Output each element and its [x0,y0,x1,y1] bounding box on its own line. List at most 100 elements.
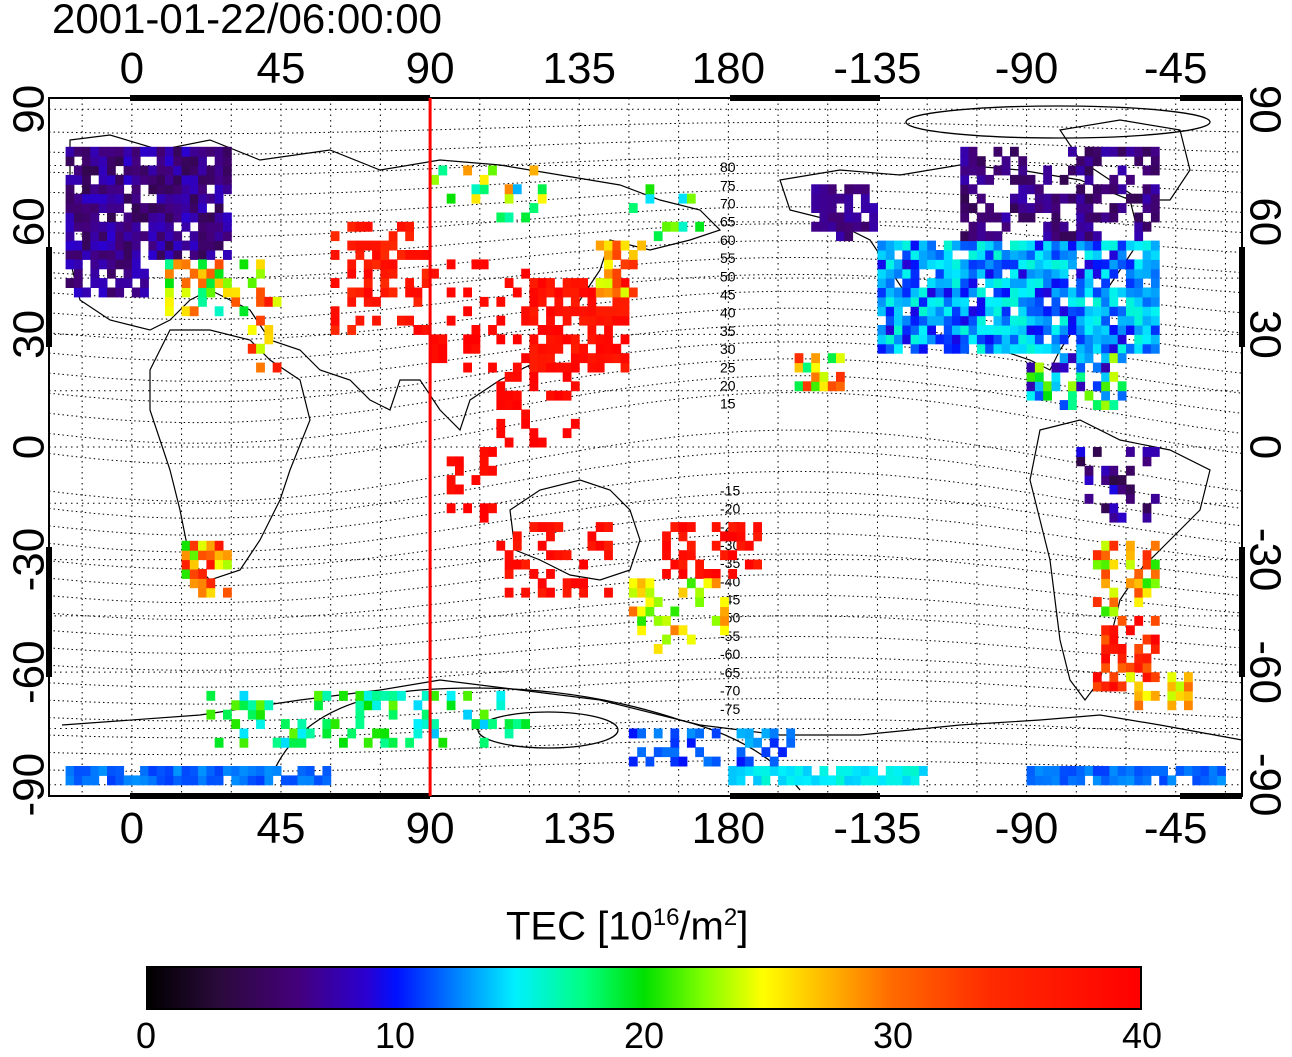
tec-cell [1034,287,1044,298]
tec-cell [1101,634,1110,645]
tec-cell [695,569,704,579]
tec-cell [107,174,116,185]
tec-cell [1010,334,1019,345]
tec-cell [1051,268,1061,279]
tec-cell [604,278,613,288]
tec-cell [1092,306,1102,317]
tec-cell [918,325,928,335]
tec-cell [1134,306,1144,317]
tec-cell [488,325,497,335]
tec-cell [761,728,771,739]
tec-cell [728,766,738,776]
tec-cell [165,775,174,786]
tec-cell [918,296,928,307]
tec-cell [1134,644,1144,654]
tec-cell [355,690,365,701]
tec-cell [239,737,249,748]
tec-cell [670,728,680,739]
tec-cell [479,503,489,514]
tec-cell [148,231,158,242]
tec-cell [65,240,75,251]
tec-cell [976,212,986,223]
tec-cell [993,278,1003,288]
tec-cell [554,390,564,401]
plot-title: 2001-01-22/06:00:00 [52,0,442,42]
contour-line [48,532,1243,587]
tec-cell [811,362,820,373]
tec-cell [529,315,539,326]
tec-cell [1101,362,1110,373]
tec-cell [1134,146,1144,157]
tec-cell [1076,212,1086,223]
tec-cell [479,719,489,729]
tec-cell [1109,597,1119,607]
tec-cell [985,259,994,270]
tec-cell [1043,165,1052,176]
left-lat-label: -60 [5,640,54,704]
tec-cell [927,334,936,345]
tec-cell [438,343,448,354]
tec-cell [935,278,945,288]
tec-cell [529,362,539,373]
tec-cell [471,343,481,354]
tec-cell [1059,231,1069,242]
tec-cell [1167,681,1177,692]
tec-cell [1076,287,1086,298]
tec-cell [289,737,299,748]
tec-cell [662,569,671,579]
tec-cell [504,193,514,204]
tec-cell [1150,212,1160,223]
tec-cell [256,709,265,720]
tec-cell [902,315,912,326]
tec-cell [504,437,514,448]
tec-cell [678,569,688,579]
tec-cell [993,165,1003,176]
south-pole-contour-inner [477,711,619,749]
tec-cell [330,306,340,317]
tec-cell [637,747,646,758]
tec-cell [1142,766,1152,776]
tec-cell [637,587,646,598]
tec-cell [1117,259,1127,270]
tec-cell [479,456,489,467]
tec-cell [140,203,149,213]
tec-cell [993,334,1003,345]
tec-cell [869,221,878,232]
tec-cell [98,174,108,185]
contour-line [48,307,1243,362]
tec-cell [140,165,149,176]
tec-cell [1192,766,1202,776]
tec-cell [653,597,663,607]
tec-cell [645,578,655,589]
tec-cell [968,231,978,242]
tec-cell [1101,306,1110,317]
tec-cell [355,250,365,260]
tec-cell [604,550,613,561]
tec-cell [355,315,365,326]
tec-cell [570,381,580,392]
tec-cell [976,325,986,335]
tec-cell [753,775,762,786]
contour-line [48,206,1243,238]
tec-cell [421,719,431,729]
tec-cell [728,775,738,786]
tec-cell [1142,550,1152,561]
tec-cell [587,540,597,551]
tec-cell [1076,334,1086,345]
tec-cell [960,334,970,345]
tec-cell [678,587,688,598]
tec-cell [521,353,530,364]
tec-cell [405,287,414,298]
tec-cell [546,334,555,345]
tec-cell [1150,493,1160,504]
tec-cell [123,212,133,223]
tec-cell [1126,447,1135,457]
tec-cell [1109,240,1119,251]
tec-cell [885,278,895,288]
tec-cell [198,146,207,157]
tec-cell [438,334,448,345]
tec-cell [686,193,696,204]
tec-cell [90,184,100,195]
tec-cell [504,390,514,401]
tec-cell [778,775,787,786]
